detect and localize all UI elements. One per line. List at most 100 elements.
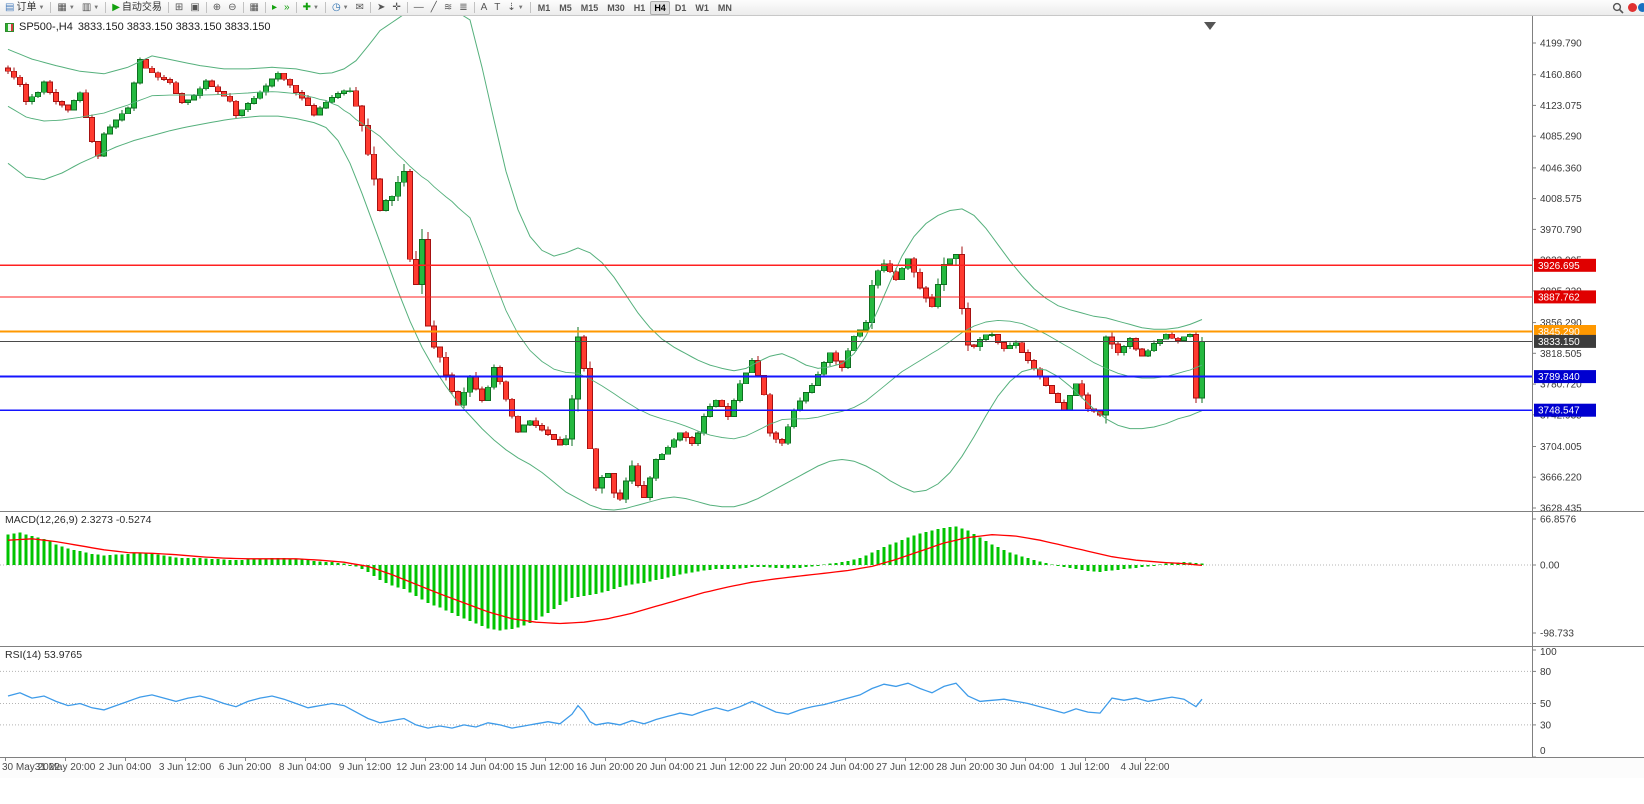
- text-button[interactable]: A: [478, 1, 491, 15]
- macd-bar: [528, 565, 532, 623]
- candle: [377, 178, 383, 212]
- macd-panel[interactable]: 66.8576 0.00 -98.733: [0, 511, 1644, 646]
- candle: [1187, 333, 1193, 338]
- macd-bar: [36, 537, 40, 565]
- macd-bar: [258, 558, 262, 565]
- chart-profiles-button[interactable]: ▥ ▼: [79, 1, 102, 15]
- macd-bar: [78, 551, 82, 565]
- auto-scroll-icon: ▸: [272, 2, 278, 13]
- chart-shift-marker[interactable]: [1204, 22, 1216, 30]
- candle: [779, 438, 785, 444]
- macd-bar: [984, 540, 988, 565]
- equidistant-channel-button[interactable]: ≋: [441, 1, 455, 15]
- timeframe-m5[interactable]: M5: [559, 2, 572, 13]
- periods-button[interactable]: ◷ ▼: [329, 1, 352, 15]
- windows-tile-button[interactable]: ⊞: [172, 1, 186, 15]
- candle: [893, 271, 899, 281]
- macd-bar: [450, 565, 454, 614]
- candle: [1193, 333, 1199, 399]
- macd-bar: [900, 539, 904, 565]
- trendline-button[interactable]: ╱: [428, 1, 440, 15]
- timeframe-h1[interactable]: H1: [633, 2, 646, 13]
- time-tick: [425, 758, 426, 761]
- macd-bar: [1020, 556, 1024, 565]
- macd-bar: [822, 564, 826, 566]
- macd-bar: [546, 565, 550, 614]
- rsi-axis[interactable]: 100 80 50 30 0: [1532, 646, 1557, 757]
- candle: [719, 399, 725, 408]
- cursor-button[interactable]: ➤: [374, 1, 388, 15]
- candle: [95, 141, 101, 157]
- mail-button[interactable]: ✉: [353, 1, 367, 15]
- time-axis[interactable]: 30 May 2022 31 May 20:00 2 Jun 04:00 3 Jun …: [0, 757, 1644, 778]
- timeframe-mn[interactable]: MN: [717, 2, 732, 13]
- macd-indicator-label: MACD(12,26,9) 2.3273 -0.5274: [5, 514, 152, 526]
- macd-bar: [384, 565, 388, 583]
- candle: [827, 352, 833, 364]
- candle: [365, 125, 371, 155]
- macd-bar: [774, 565, 778, 568]
- macd-bar: [660, 565, 664, 579]
- timeframe-h4[interactable]: H4: [650, 0, 670, 15]
- new-chart-button[interactable]: ▦ ▼: [54, 1, 77, 15]
- zoom-out-button[interactable]: ⊖: [225, 1, 239, 15]
- candle: [539, 425, 545, 431]
- main-chart[interactable]: 4199.790 4160.860 4123.075 4085.290 4046.360…: [0, 16, 1644, 511]
- candle: [65, 104, 71, 111]
- candle: [767, 394, 773, 434]
- notifications-icon[interactable]: [1628, 3, 1637, 12]
- timeframe-w1[interactable]: W1: [695, 2, 709, 13]
- macd-bar: [12, 533, 16, 565]
- macd-bar: [126, 554, 130, 565]
- fibonacci-button[interactable]: ≣: [456, 1, 470, 15]
- candle: [227, 95, 233, 102]
- candle: [989, 333, 995, 336]
- candle: [809, 384, 815, 393]
- timeframe-m30[interactable]: M30: [607, 2, 625, 13]
- search-button[interactable]: [1609, 1, 1627, 15]
- candle: [1055, 393, 1061, 403]
- community-icon[interactable]: [1638, 3, 1644, 12]
- time-label: 9 Jun 12:00: [338, 762, 392, 773]
- chart-shift-button[interactable]: »: [281, 1, 293, 15]
- macd-bar: [300, 559, 304, 565]
- macd-bar: [504, 565, 508, 630]
- macd-bar: [252, 559, 256, 565]
- horizontal-line-button[interactable]: —: [411, 1, 427, 15]
- rsi-tick-label: 80: [1540, 667, 1552, 678]
- macd-bar: [990, 544, 994, 565]
- crosshair-button[interactable]: ✛: [389, 1, 403, 15]
- macd-bar: [1056, 565, 1060, 566]
- candle: [665, 446, 671, 455]
- macd-bar: [162, 555, 166, 565]
- bollinger-upper-line: [7, 16, 1203, 372]
- candle: [395, 181, 401, 197]
- macd-bar: [744, 565, 748, 568]
- macd-bar: [534, 565, 538, 621]
- timeframe-m15[interactable]: M15: [580, 2, 599, 13]
- text-label-button[interactable]: T: [491, 1, 503, 15]
- price-axis[interactable]: 4199.790 4160.860 4123.075 4085.290 4046.360…: [1532, 16, 1596, 511]
- arrows-button[interactable]: ⇣ ▼: [504, 1, 526, 15]
- macd-bar: [768, 565, 772, 568]
- time-tick: [1145, 758, 1146, 761]
- windows-cascade-button[interactable]: ▣: [187, 1, 202, 15]
- horizontal-line-icon: —: [413, 2, 424, 13]
- candle: [401, 171, 407, 183]
- toolbar-separator: [370, 2, 372, 13]
- zoom-in-button[interactable]: ⊕: [210, 1, 224, 15]
- candle: [203, 80, 209, 90]
- tile-grid-button[interactable]: ▦: [247, 1, 262, 15]
- macd-bar: [552, 565, 556, 610]
- indicators-button[interactable]: ✚ ▼: [300, 1, 322, 15]
- candle: [281, 72, 287, 80]
- autotrading-button[interactable]: ▶ 自动交易: [109, 1, 165, 15]
- macd-axis[interactable]: 66.8576 0.00 -98.733: [1532, 511, 1577, 646]
- timeframe-d1[interactable]: D1: [674, 2, 687, 13]
- rsi-panel[interactable]: 100 80 50 30 0: [0, 646, 1644, 757]
- auto-scroll-button[interactable]: ▸: [269, 1, 280, 15]
- new-order-button[interactable]: ▤ 订单 ▼: [2, 1, 47, 15]
- macd-bar: [720, 565, 724, 570]
- macd-bar: [66, 548, 70, 565]
- timeframe-m1[interactable]: M1: [537, 2, 551, 13]
